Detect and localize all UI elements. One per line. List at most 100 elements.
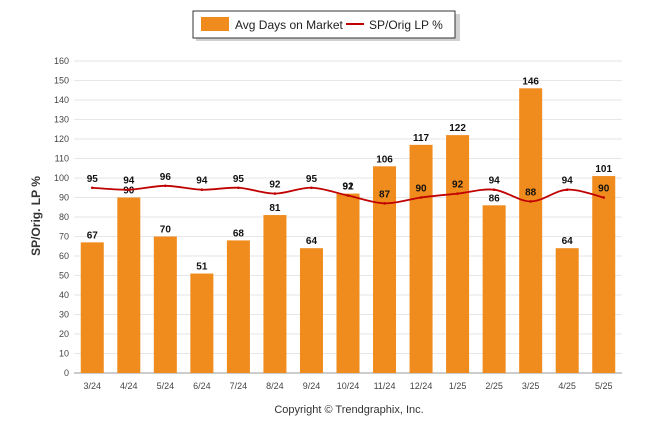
line-series	[90, 184, 606, 205]
x-tick-label: 12/24	[410, 381, 433, 391]
x-tick-label: 9/24	[303, 381, 321, 391]
bar-data-label: 101	[595, 164, 612, 175]
bar	[373, 166, 397, 373]
line-data-label: 92	[452, 180, 464, 191]
line-data-label: 95	[233, 174, 245, 185]
x-tick-label: 3/25	[522, 381, 540, 391]
bar-data-label: 106	[376, 154, 393, 165]
bar	[592, 176, 616, 373]
bar-data-label: 146	[522, 76, 539, 87]
bar-data-label: 81	[269, 203, 281, 214]
legend: Avg Days on Market SP/Orig LP %	[192, 10, 460, 41]
bar	[80, 242, 104, 373]
x-tick-label: 8/24	[266, 381, 284, 391]
line-data-label: 92	[269, 180, 281, 191]
copyright-text: Copyright © Trendgraphix, Inc.	[274, 404, 423, 416]
line-point	[310, 186, 313, 190]
bar-data-label: 67	[87, 230, 99, 241]
legend-label-sp-orig-lp: SP/Orig LP %	[369, 18, 443, 32]
x-tick-label: 11/24	[374, 381, 396, 391]
line-point	[602, 196, 606, 199]
x-tick-label: 7/24	[230, 381, 248, 391]
bar	[263, 215, 287, 373]
y-tick-label: 70	[59, 232, 69, 242]
bar-data-label: 70	[160, 225, 172, 236]
line-data-label: 90	[598, 184, 610, 195]
bar	[482, 205, 506, 373]
bar-data-label: 86	[489, 193, 501, 204]
y-axis-ticks: 0 10 20 30 40 50 60 70 80 90 100 110 120 130 140 150 160	[54, 56, 69, 378]
x-tick-label: 4/25	[558, 381, 576, 391]
bar-data-label: 90	[123, 186, 135, 197]
y-tick-label: 20	[59, 329, 69, 339]
line-data-label: 87	[379, 189, 391, 200]
x-tick-label: 3/24	[84, 381, 102, 391]
line-point	[565, 188, 569, 191]
bar	[190, 273, 214, 373]
bar-data-label: 92	[342, 182, 354, 193]
line-point	[383, 202, 386, 205]
bar-data-label: 64	[306, 236, 318, 247]
line-data-label: 95	[87, 174, 99, 185]
bar-data-label: 68	[233, 228, 245, 239]
bar	[446, 135, 470, 373]
bar	[519, 88, 543, 374]
bar-data-labels: 67 90 70 51 68 81 64 92 106 117 122 86 146 64 101	[87, 76, 613, 272]
bar	[117, 197, 141, 373]
line-point	[237, 186, 240, 190]
bar	[409, 144, 433, 373]
line-point	[200, 188, 204, 191]
x-tick-label: 4/24	[120, 381, 138, 391]
x-tick-label: 10/24	[337, 381, 360, 391]
line-point	[346, 194, 350, 197]
line-data-label: 88	[525, 187, 537, 198]
bar	[226, 240, 250, 373]
y-tick-label: 120	[54, 134, 69, 144]
y-tick-label: 80	[59, 212, 69, 222]
y-tick-label: 130	[54, 115, 69, 125]
bar	[299, 248, 323, 373]
line-point	[164, 184, 167, 188]
bar-data-label: 117	[413, 133, 430, 144]
line-data-label: 90	[416, 184, 428, 195]
bar-data-label: 51	[196, 262, 208, 273]
line-point	[529, 200, 532, 203]
y-tick-label: 10	[59, 349, 69, 359]
line-data-label: 94	[562, 176, 574, 187]
line-data-label: 94	[489, 176, 501, 187]
y-tick-label: 0	[64, 368, 69, 378]
bar	[555, 248, 579, 373]
x-tick-label: 1/25	[449, 381, 467, 391]
bar-series	[80, 88, 616, 374]
bar	[336, 193, 360, 373]
line-data-label: 91	[342, 182, 354, 193]
line-data-label: 96	[160, 172, 172, 183]
y-tick-label: 110	[55, 154, 69, 164]
line-point	[456, 192, 459, 195]
line-data-label: 94	[123, 176, 135, 187]
bar-data-label: 64	[562, 236, 574, 247]
x-axis-ticks: 3/24 4/24 5/24 6/24 7/24 8/24 9/24 10/24 11/24 12…	[84, 381, 613, 391]
x-tick-label: 6/24	[193, 381, 211, 391]
line-point	[127, 188, 131, 191]
y-tick-label: 40	[59, 290, 69, 300]
y-tick-label: 100	[54, 173, 69, 183]
line-data-label: 94	[196, 176, 208, 187]
bar	[153, 236, 177, 373]
line-point	[492, 188, 496, 191]
y-tick-label: 30	[59, 310, 69, 320]
legend-swatch-days-on-market	[201, 17, 229, 31]
x-tick-label: 5/24	[157, 381, 175, 391]
y-tick-label: 160	[54, 56, 69, 66]
y-tick-label: 140	[54, 95, 69, 105]
y-tick-label: 90	[59, 193, 69, 203]
y-tick-label: 150	[54, 76, 69, 86]
y-tick-label: 60	[59, 251, 69, 261]
line-data-label: 95	[306, 174, 318, 185]
x-tick-label: 5/25	[595, 381, 613, 391]
line-point	[90, 186, 94, 190]
bar-data-label: 122	[449, 123, 466, 134]
legend-label-days-on-market: Avg Days on Market	[235, 18, 343, 32]
